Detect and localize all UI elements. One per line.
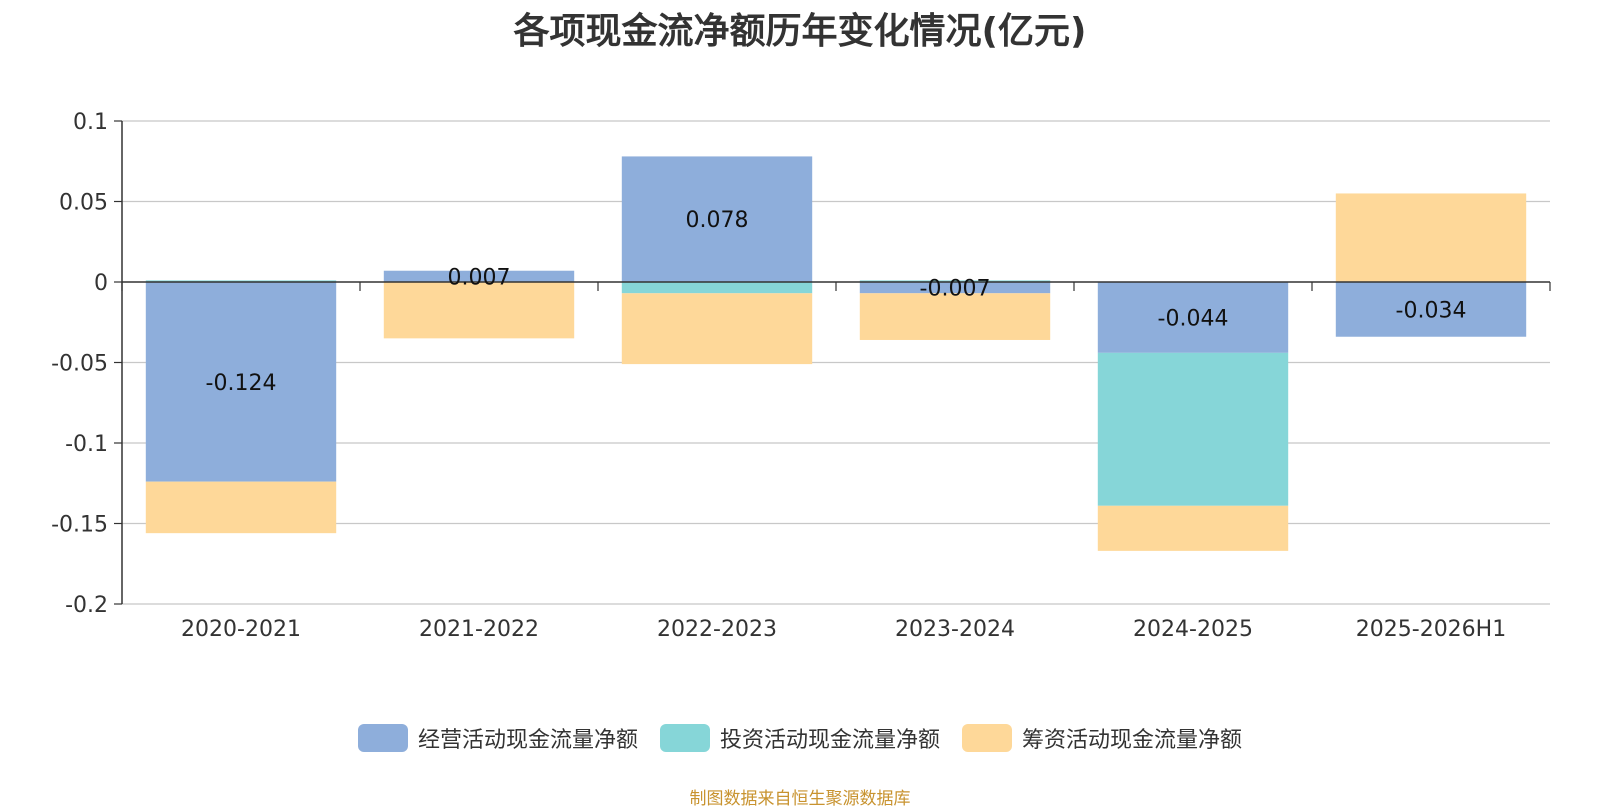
legend-label-operating: 经营活动现金流量净额 (417, 728, 638, 753)
bar-investing[interactable] (859, 280, 1051, 282)
y-tick-label: -0.15 (51, 513, 108, 538)
bar-investing[interactable] (1097, 352, 1289, 506)
bar-financing[interactable] (621, 293, 813, 365)
bar-financing[interactable] (1097, 505, 1289, 551)
bar-financing[interactable] (145, 481, 337, 534)
legend-swatch-financing (962, 724, 1012, 752)
y-tick-label: -0.05 (51, 352, 108, 377)
data-label: -0.034 (1396, 298, 1467, 323)
bar-investing[interactable] (145, 280, 337, 282)
data-label: -0.007 (920, 277, 991, 302)
x-tick-label: 2022-2023 (657, 617, 777, 642)
data-label: -0.124 (206, 371, 277, 396)
legend-item-operating[interactable]: 经营活动现金流量净额 (357, 722, 638, 754)
y-tick-label: -0.1 (65, 432, 108, 457)
bar-financing[interactable] (383, 282, 575, 339)
bar-operating[interactable] (1097, 282, 1289, 353)
x-tick-label: 2025-2026H1 (1356, 617, 1506, 642)
legend-swatch-operating (357, 724, 408, 752)
bar-operating[interactable] (1335, 282, 1527, 337)
x-tick-label: 2020-2021 (181, 617, 301, 642)
source-note: 制图数据来自恒生聚源数据库 (689, 789, 911, 809)
x-tick-label: 2021-2022 (419, 617, 539, 642)
bar-financing[interactable] (1335, 193, 1527, 282)
data-label: 0.078 (686, 208, 749, 233)
bar-operating[interactable] (859, 282, 1051, 294)
legend-swatch-investing (659, 724, 710, 752)
x-tick-label: 2024-2025 (1133, 617, 1253, 642)
bar-investing[interactable] (621, 282, 813, 294)
x-tick-label: 2023-2024 (895, 617, 1015, 642)
data-label: -0.044 (1158, 306, 1229, 331)
bar-operating[interactable] (383, 270, 575, 282)
legend: 经营活动现金流量净额 投资活动现金流量净额 筹资活动现金流量净额 (0, 722, 1600, 754)
bar-financing[interactable] (859, 293, 1051, 340)
legend-item-financing[interactable]: 筹资活动现金流量净额 (962, 722, 1242, 754)
y-tick-label: 0 (94, 271, 108, 296)
legend-label-financing: 筹资活动现金流量净额 (1022, 728, 1243, 753)
chart-title: 各项现金流净额历年变化情况(亿元) (513, 11, 1087, 52)
legend-label-investing: 投资活动现金流量净额 (719, 728, 940, 753)
bar-operating[interactable] (621, 156, 813, 282)
y-tick-label: 0.05 (59, 191, 108, 216)
y-tick-label: 0.1 (73, 110, 108, 135)
y-tick-label: -0.2 (65, 593, 108, 618)
bar-operating[interactable] (145, 282, 337, 482)
legend-item-investing[interactable]: 投资活动现金流量净额 (659, 722, 940, 754)
data-label: 0.007 (448, 265, 511, 290)
